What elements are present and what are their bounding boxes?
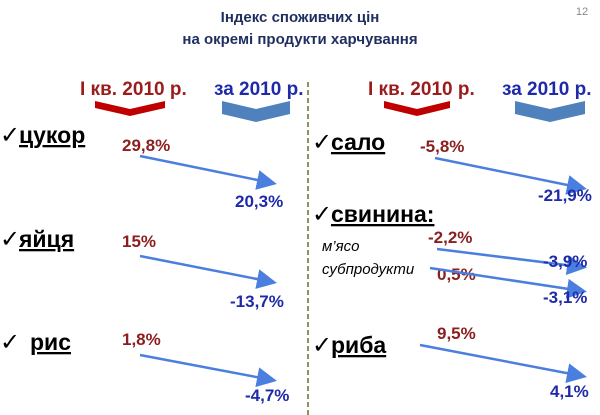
product: цукор xyxy=(19,122,85,148)
year-value: -3,1% xyxy=(543,288,587,307)
header: за 2010 р. xyxy=(214,79,303,100)
header: І кв. 2010 р. xyxy=(368,79,475,100)
chevron xyxy=(222,101,290,122)
check: ✓ xyxy=(0,122,20,149)
sub-label: м’ясо xyxy=(322,238,359,255)
arrow xyxy=(419,343,587,384)
chevron xyxy=(515,101,585,122)
arrow xyxy=(139,353,277,388)
chevron xyxy=(95,101,165,116)
title: Індекс споживчих цін xyxy=(221,9,380,26)
check: ✓ xyxy=(312,129,332,156)
header: за 2010 р. xyxy=(502,79,591,100)
product: яйця xyxy=(18,226,74,252)
chevron xyxy=(384,101,450,116)
title: на окремі продукти харчування xyxy=(182,31,417,48)
year-value: -13,7% xyxy=(230,292,284,311)
product: свинина: xyxy=(331,201,434,227)
arrow xyxy=(139,254,277,289)
product: рис xyxy=(30,329,71,355)
q1-value: 9,5% xyxy=(437,324,476,343)
product: риба xyxy=(331,332,386,358)
year-value: -4,7% xyxy=(245,386,289,405)
q1-value: -5,8% xyxy=(420,137,464,156)
q1-value: 29,8% xyxy=(122,136,170,155)
sub-label: субпродукти xyxy=(322,261,415,278)
q1-value: 1,8% xyxy=(122,330,161,349)
header: І кв. 2010 р. xyxy=(80,79,187,100)
year-value: 4,1% xyxy=(550,382,589,401)
q1-value: -2,2% xyxy=(428,228,472,247)
arrow xyxy=(429,266,587,299)
page-number: 12 xyxy=(576,6,588,18)
year-value: -21,9% xyxy=(538,186,592,205)
year-value: 20,3% xyxy=(235,192,283,211)
check: ✓ xyxy=(312,201,332,228)
product: сало xyxy=(331,129,385,155)
arrow xyxy=(434,156,587,195)
check: ✓ xyxy=(0,329,20,356)
year-value: -3,9% xyxy=(543,252,587,271)
q1-value: 15% xyxy=(122,232,156,251)
check: ✓ xyxy=(312,332,332,359)
arrow xyxy=(139,154,277,190)
arrow xyxy=(436,247,587,276)
check: ✓ xyxy=(0,226,20,253)
